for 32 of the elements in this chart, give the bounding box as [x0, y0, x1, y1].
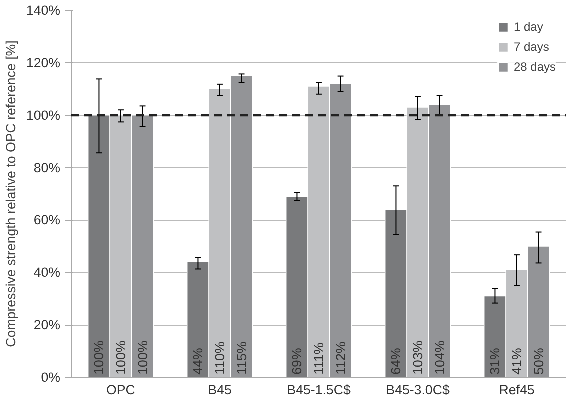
- data-label: 31%: [488, 348, 503, 375]
- legend-label: 1 day: [514, 20, 544, 34]
- x-tick-label: B45-3.0C$: [386, 382, 450, 398]
- data-label: 69%: [290, 348, 305, 375]
- data-label: 100%: [114, 340, 128, 375]
- data-label: 100%: [92, 340, 107, 375]
- y-tick-label: 100%: [26, 108, 61, 123]
- data-label: 100%: [135, 340, 150, 375]
- data-label: 44%: [190, 348, 206, 375]
- legend-label: 7 days: [514, 40, 550, 54]
- data-label: 104%: [432, 340, 448, 375]
- data-label: 115%: [234, 342, 250, 375]
- y-tick-label: 60%: [34, 212, 61, 228]
- x-tick-label: OPC: [106, 382, 136, 398]
- legend-label: 28 days: [514, 60, 556, 74]
- x-tick-label: B45-1.5C$: [287, 382, 352, 398]
- data-label: 41%: [510, 348, 524, 375]
- y-axis-title: Compressive strength relative to OPC reference [%]: [3, 40, 18, 348]
- data-label: 50%: [531, 348, 546, 375]
- data-label: 112%: [333, 342, 348, 375]
- y-tick-label: 140%: [26, 3, 61, 18]
- data-label: 103%: [410, 340, 426, 375]
- y-tick-label: 40%: [34, 265, 61, 280]
- data-label: 111%: [312, 342, 326, 375]
- y-tick-label: 20%: [34, 318, 61, 333]
- y-tick-label: 80%: [34, 160, 61, 176]
- y-tick-label: 0%: [41, 370, 61, 385]
- x-tick-label: B45: [208, 382, 232, 398]
- x-tick-label: Ref45: [499, 382, 535, 398]
- data-label: 110%: [212, 342, 228, 375]
- data-label: 64%: [388, 348, 404, 375]
- y-tick-label: 120%: [26, 55, 61, 70]
